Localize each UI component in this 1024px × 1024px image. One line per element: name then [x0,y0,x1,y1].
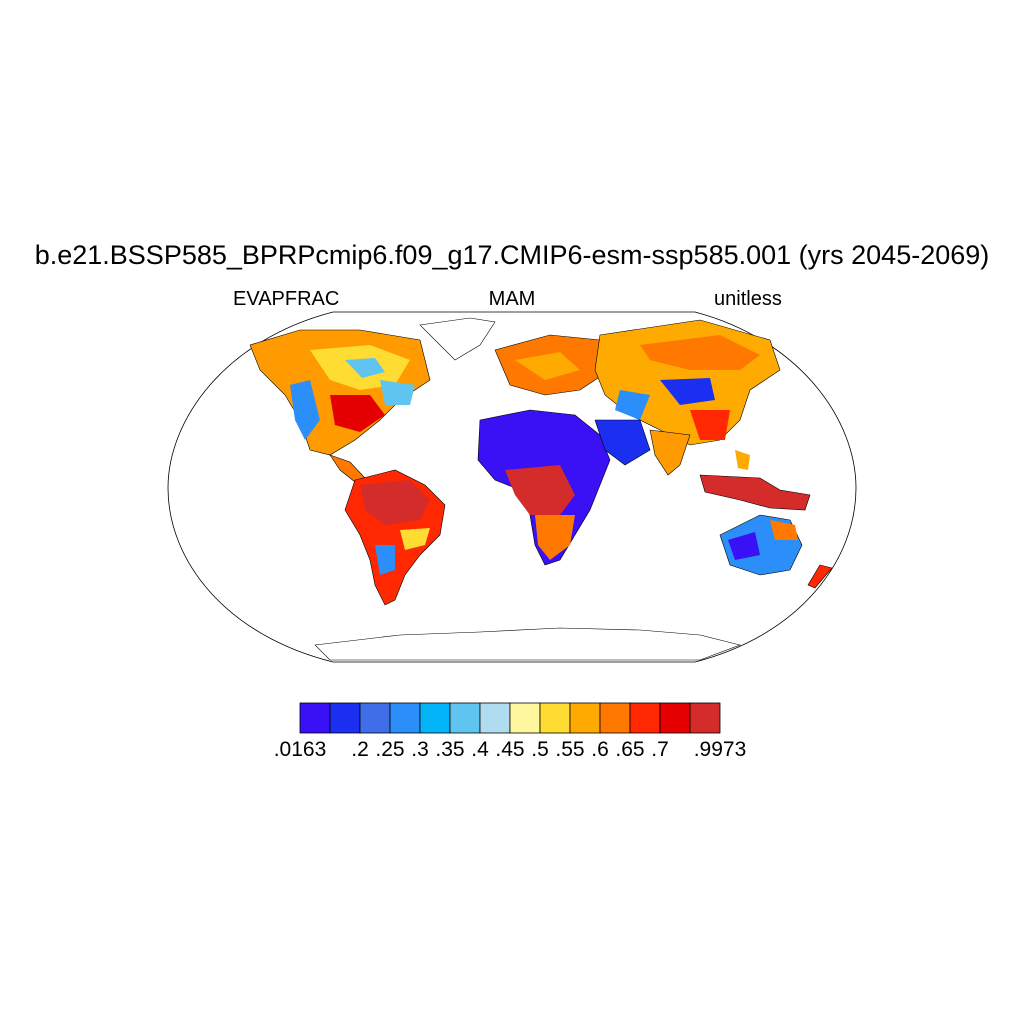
map-title: b.e21.BSSP585_BPRPcmip6.f09_g17.CMIP6-es… [34,240,990,270]
colorbar-swatch [539,702,571,734]
colorbar-swatch [329,702,361,734]
colorbar-tick-label: .35 [435,738,465,761]
colorbar-tick-label: .2 [351,738,369,761]
colorbar-swatch [509,702,541,734]
colorbar-tick-label: .4 [471,738,489,761]
colorbar-tick-label: .0163 [273,738,327,761]
colorbar-swatch [419,702,451,734]
colorbar-swatch [299,702,331,734]
colorbar-tick-label: .65 [615,738,645,761]
colorbar-swatch [689,702,721,734]
colorbar-swatch [479,702,511,734]
variable-label: EVAPFRAC [233,288,340,310]
colorbar-tick-label: .55 [555,738,585,761]
colorbar-tick-label: .3 [411,738,429,761]
colorbar-swatch [599,702,631,734]
colorbar-swatch [629,702,661,734]
colorbar-swatch [659,702,691,734]
colorbar-tick-label: .6 [591,738,609,761]
units-label: unitless [714,288,782,310]
land-fields [249,317,833,661]
colorbar-tick-label: .25 [375,738,405,761]
colorbar-swatch [389,702,421,734]
colorbar-swatch [449,702,481,734]
colorbar-tick-label: .9973 [693,738,747,761]
colorbar-tick-label: .5 [531,738,549,761]
colorbar-tick-label: .45 [495,738,525,761]
colorbar [299,702,721,734]
colorbar-swatch [359,702,391,734]
season-label: MAM [488,288,536,310]
colorbar-tick-label: .7 [651,738,669,761]
colorbar-swatch [569,702,601,734]
